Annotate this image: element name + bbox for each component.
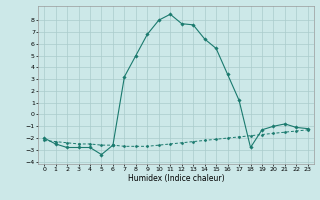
X-axis label: Humidex (Indice chaleur): Humidex (Indice chaleur) xyxy=(128,174,224,183)
